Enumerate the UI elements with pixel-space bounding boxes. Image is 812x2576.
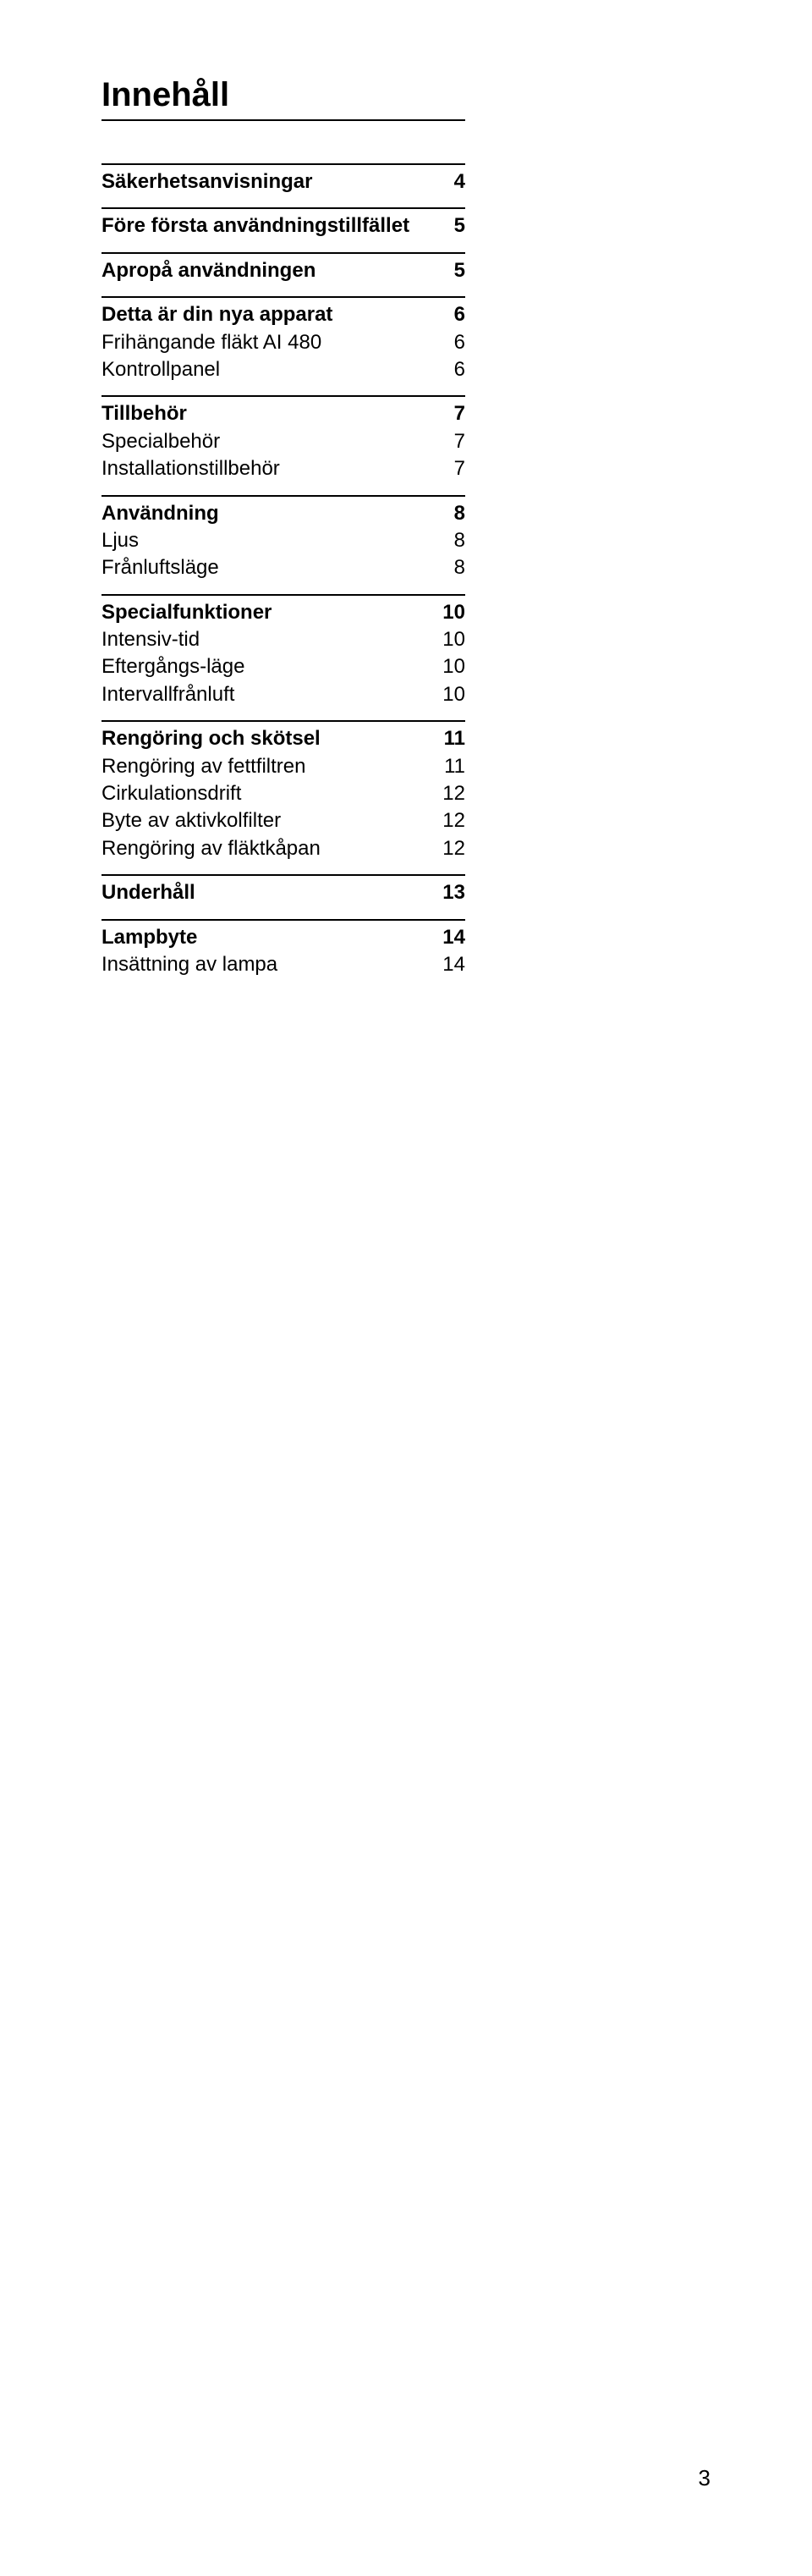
toc-section: Rengöring och skötsel11Rengöring av fett… bbox=[102, 720, 465, 862]
toc-row: Rengöring och skötsel11 bbox=[102, 720, 465, 752]
toc-entry-page: 7 bbox=[431, 428, 465, 455]
toc-entry-page: 12 bbox=[431, 780, 465, 807]
toc-entry-page: 10 bbox=[431, 681, 465, 708]
toc-entry-label: Eftergångs-läge bbox=[102, 653, 431, 680]
toc-row: Eftergångs-läge10 bbox=[102, 653, 465, 680]
toc-entry-label: Cirkulationsdrift bbox=[102, 780, 431, 807]
toc-entry-label: Säkerhetsanvisningar bbox=[102, 168, 431, 195]
toc-section: Lampbyte14Insättning av lampa14 bbox=[102, 919, 465, 979]
toc-entry-page: 8 bbox=[431, 500, 465, 527]
toc-entry-label: Installationstillbehör bbox=[102, 455, 431, 482]
toc-entry-page: 8 bbox=[431, 554, 465, 581]
toc-row: Ljus8 bbox=[102, 527, 465, 554]
toc-entry-label: Frånluftsläge bbox=[102, 554, 431, 581]
toc-row: Byte av aktivkolfilter12 bbox=[102, 807, 465, 834]
toc-row: Specialfunktioner10 bbox=[102, 594, 465, 626]
toc-entry-page: 8 bbox=[431, 527, 465, 554]
toc-entry-page: 14 bbox=[431, 924, 465, 951]
toc-section: Underhåll13 bbox=[102, 874, 465, 906]
toc-entry-label: Kontrollpanel bbox=[102, 356, 431, 383]
table-of-contents: Säkerhetsanvisningar4Före första användn… bbox=[102, 163, 465, 978]
toc-entry-page: 5 bbox=[431, 257, 465, 284]
toc-row: Tillbehör7 bbox=[102, 395, 465, 427]
toc-entry-page: 12 bbox=[431, 807, 465, 834]
toc-entry-label: Intensiv-tid bbox=[102, 626, 431, 653]
page-number: 3 bbox=[699, 2465, 710, 2491]
toc-row: Säkerhetsanvisningar4 bbox=[102, 163, 465, 195]
toc-entry-label: Före första användningstillfället bbox=[102, 212, 431, 239]
toc-section: Säkerhetsanvisningar4 bbox=[102, 163, 465, 195]
toc-row: Lampbyte14 bbox=[102, 919, 465, 951]
toc-entry-page: 7 bbox=[431, 400, 465, 427]
toc-entry-page: 5 bbox=[431, 212, 465, 239]
toc-entry-label: Ljus bbox=[102, 527, 431, 554]
toc-row: Insättning av lampa14 bbox=[102, 951, 465, 978]
toc-entry-page: 10 bbox=[431, 653, 465, 680]
toc-row: Underhåll13 bbox=[102, 874, 465, 906]
toc-row: Rengöring av fettfiltren11 bbox=[102, 753, 465, 780]
toc-entry-label: Specialfunktioner bbox=[102, 599, 431, 626]
toc-entry-label: Byte av aktivkolfilter bbox=[102, 807, 431, 834]
toc-entry-label: Frihängande fläkt AI 480 bbox=[102, 329, 431, 356]
toc-row: Kontrollpanel6 bbox=[102, 356, 465, 383]
toc-entry-page: 6 bbox=[431, 301, 465, 328]
toc-entry-label: Apropå användningen bbox=[102, 257, 431, 284]
toc-entry-label: Användning bbox=[102, 500, 431, 527]
toc-row: Installationstillbehör7 bbox=[102, 455, 465, 482]
toc-entry-label: Tillbehör bbox=[102, 400, 431, 427]
toc-row: Frihängande fläkt AI 4806 bbox=[102, 329, 465, 356]
toc-entry-label: Lampbyte bbox=[102, 924, 431, 951]
toc-row: Före första användningstillfället5 bbox=[102, 207, 465, 239]
toc-entry-label: Rengöring och skötsel bbox=[102, 725, 431, 752]
toc-entry-page: 4 bbox=[431, 168, 465, 195]
toc-row: Apropå användningen5 bbox=[102, 252, 465, 284]
toc-row: Frånluftsläge8 bbox=[102, 554, 465, 581]
toc-entry-page: 10 bbox=[431, 626, 465, 653]
toc-entry-label: Intervallfrånluft bbox=[102, 681, 431, 708]
toc-entry-label: Rengöring av fettfiltren bbox=[102, 753, 431, 780]
toc-entry-page: 6 bbox=[431, 356, 465, 383]
toc-entry-page: 6 bbox=[431, 329, 465, 356]
toc-row: Intervallfrånluft10 bbox=[102, 681, 465, 708]
toc-entry-label: Rengöring av fläktkåpan bbox=[102, 835, 431, 862]
toc-row: Cirkulationsdrift12 bbox=[102, 780, 465, 807]
toc-section: Användning8Ljus8Frånluftsläge8 bbox=[102, 495, 465, 582]
toc-row: Rengöring av fläktkåpan12 bbox=[102, 835, 465, 862]
toc-entry-label: Detta är din nya apparat bbox=[102, 301, 431, 328]
page: Innehåll Säkerhetsanvisningar4Före först… bbox=[0, 0, 812, 2576]
page-title: Innehåll bbox=[102, 76, 465, 121]
toc-section: Detta är din nya apparat6Frihängande flä… bbox=[102, 296, 465, 383]
toc-entry-page: 10 bbox=[431, 599, 465, 626]
toc-entry-page: 7 bbox=[431, 455, 465, 482]
toc-entry-page: 11 bbox=[431, 753, 465, 780]
toc-entry-label: Specialbehör bbox=[102, 428, 431, 455]
toc-entry-label: Insättning av lampa bbox=[102, 951, 431, 978]
toc-entry-page: 13 bbox=[431, 879, 465, 906]
toc-entry-page: 14 bbox=[431, 951, 465, 978]
toc-row: Intensiv-tid10 bbox=[102, 626, 465, 653]
toc-section: Specialfunktioner10Intensiv-tid10Eftergå… bbox=[102, 594, 465, 709]
toc-entry-label: Underhåll bbox=[102, 879, 431, 906]
toc-entry-page: 11 bbox=[431, 725, 465, 752]
toc-section: Före första användningstillfället5 bbox=[102, 207, 465, 239]
toc-section: Apropå användningen5 bbox=[102, 252, 465, 284]
toc-row: Detta är din nya apparat6 bbox=[102, 296, 465, 328]
toc-section: Tillbehör7Specialbehör7Installationstill… bbox=[102, 395, 465, 482]
toc-entry-page: 12 bbox=[431, 835, 465, 862]
toc-row: Specialbehör7 bbox=[102, 428, 465, 455]
toc-row: Användning8 bbox=[102, 495, 465, 527]
